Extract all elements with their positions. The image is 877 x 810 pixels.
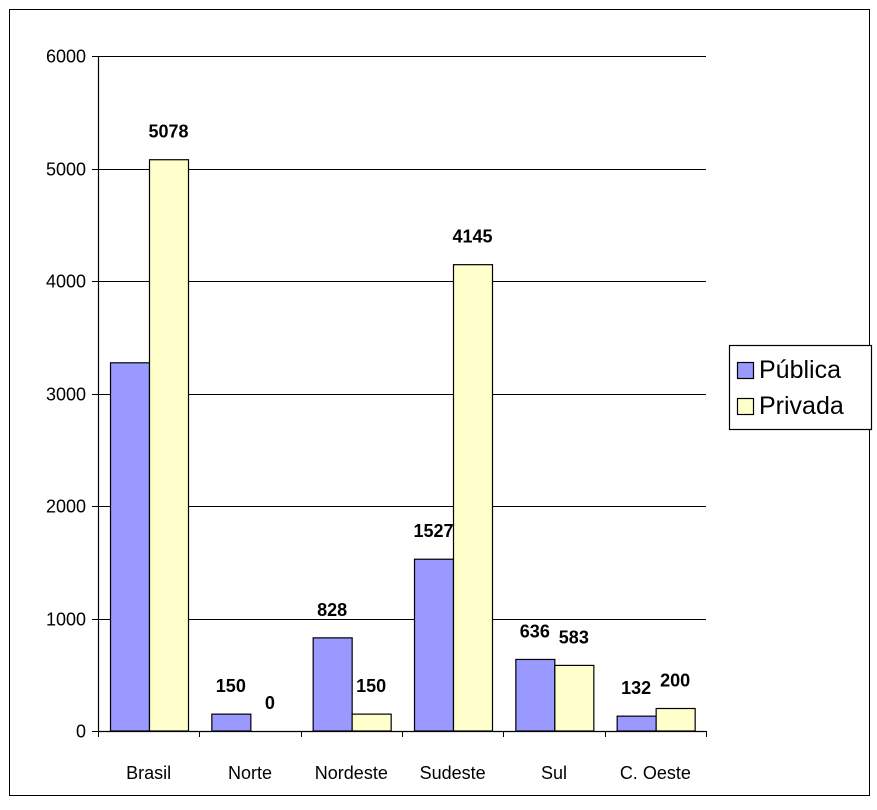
data-label: 150 (356, 676, 386, 696)
data-label: 5078 (148, 122, 188, 142)
grid-lines (98, 56, 706, 620)
y-tick-label: 4000 (46, 272, 86, 292)
data-label: 1527 (413, 521, 453, 541)
y-tick-label: 0 (76, 722, 86, 742)
legend-label: Pública (759, 356, 841, 384)
data-label: 583 (559, 627, 589, 647)
bar-publica (616, 715, 657, 732)
y-tick-label: 6000 (46, 47, 86, 67)
legend-box (728, 344, 873, 431)
data-label: 200 (660, 671, 690, 691)
data-label: 150 (216, 676, 246, 696)
x-tick-label: Brasil (126, 763, 171, 783)
bar-privada (351, 713, 392, 732)
y-tick-label: 3000 (46, 385, 86, 405)
x-tick-label: Norte (228, 763, 272, 783)
x-tick-label: Nordeste (315, 763, 388, 783)
bar-privada (148, 159, 190, 732)
y-tick-label: 1000 (46, 610, 86, 630)
data-labels: 32731508281527636132507801504145583200 (148, 122, 690, 713)
x-tick-label: Sul (541, 763, 567, 783)
data-label: 4145 (452, 227, 492, 247)
y-tick-label: 5000 (46, 160, 86, 180)
data-label: 828 (317, 600, 347, 620)
data-label: 0 (265, 693, 275, 713)
x-tick-label: C. Oeste (620, 763, 691, 783)
x-tick-label: Sudeste (420, 763, 486, 783)
bar-privada (452, 264, 494, 732)
data-label: 636 (520, 621, 550, 641)
legend-label: Privada (759, 392, 844, 420)
legend: Pública Privada (728, 344, 873, 431)
bar-publica (211, 713, 252, 732)
y-tick-label: 2000 (46, 497, 86, 517)
data-label: 132 (621, 678, 651, 698)
bar-publica (413, 558, 455, 732)
legend-swatch (736, 397, 755, 416)
bar-publica (515, 658, 556, 732)
bar-publica (109, 362, 151, 732)
legend-swatch (736, 361, 755, 380)
bar-privada (554, 664, 595, 732)
bar-privada (655, 707, 696, 732)
bar-publica (312, 637, 353, 732)
